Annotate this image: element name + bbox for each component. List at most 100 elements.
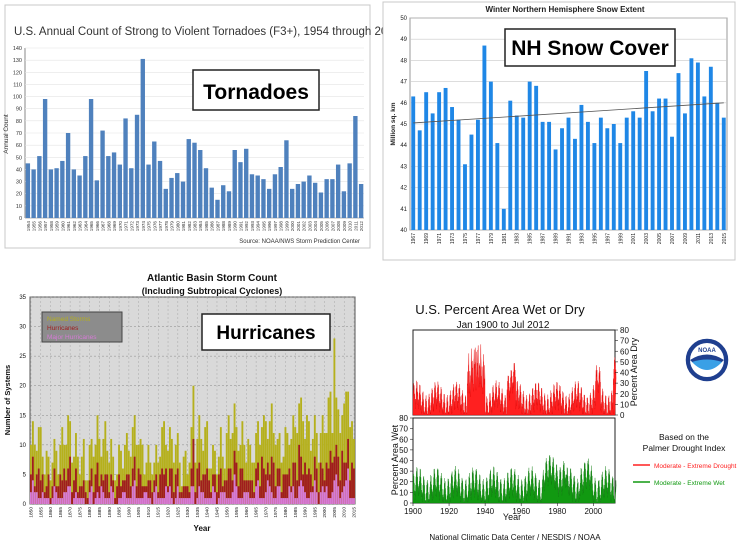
snow-bar [683,113,687,230]
major-hurricane-bar [102,492,105,504]
hurricane-x-tick: 1995 [312,507,318,518]
major-hurricane-bar [257,480,259,504]
hurricane-x-tick: 1970 [263,507,269,518]
named-storm-bar [82,438,85,504]
major-hurricane-bar [39,498,42,504]
wetdry-x-tick: 2000 [584,507,602,516]
tornado-bar [54,168,59,218]
wet-y-tick: 60 [399,435,408,444]
hurricane-bar [80,486,83,504]
wetdry-x-tick: 1980 [548,507,566,516]
hurricane-bar [174,474,177,504]
hurricane-bar [43,492,46,504]
hurricane-x-tick: 2010 [342,507,348,518]
major-hurricane-bar [268,486,271,504]
major-hurricane-bar [237,498,240,504]
snow-bar [670,136,674,230]
major-hurricane-bar [235,486,238,504]
tornado-bar [272,174,278,218]
major-hurricane-bar [78,498,81,504]
tornado-bar [180,181,186,218]
major-hurricane-bar [300,480,303,504]
major-hurricane-bar [290,492,293,504]
named-storm-bar [274,444,277,504]
snow-x-tick: 2003 [644,233,650,244]
hurricane-bar [292,462,295,504]
major-hurricane-bar [53,486,56,504]
major-hurricane-bar [88,492,91,504]
hurricane-bar [202,474,205,504]
snow-bar [437,92,442,230]
major-hurricane-bar [204,498,207,504]
snow-y-tick: 46 [400,101,407,107]
named-storm-bar [188,462,191,504]
major-hurricane-bar [94,498,97,504]
tornado-bar [117,164,122,218]
major-hurricane-bar [262,498,265,504]
snow-bar [573,138,577,230]
noaa-logo-text: NOAA [698,348,716,354]
snow-bar [611,124,616,230]
major-hurricane-bar [57,498,60,504]
tornado-x-tick: 1993 [250,221,255,232]
named-storm-bar [241,421,244,504]
tornado-x-tick: 1994 [256,221,261,232]
named-storm-bar [129,456,132,504]
hurricane-bar [37,468,40,504]
tornado-bar [123,118,128,218]
tornado-bar [88,99,94,218]
major-hurricane-bar [306,498,308,504]
hurricane-bar [259,486,261,504]
snow-bar [417,130,422,230]
major-hurricane-bar [329,498,332,504]
tornado-y-tick: 80 [16,119,22,125]
snow-bar [547,121,552,230]
hurricane-bar [296,480,299,504]
major-hurricane-bar [110,486,113,504]
named-storm-bar [259,444,261,504]
hurricane-bar [94,474,97,504]
hurricane-bar [284,474,287,504]
snow-bar [488,81,493,230]
tornado-x-tick: 1974 [141,221,146,232]
hurricane-chart: Atlantic Basin Storm Count (Including Su… [3,273,358,533]
tornado-badge: Tornadoes [203,81,309,104]
wetdry-x-tick: 1960 [512,507,530,516]
named-storm-bar [243,444,246,504]
snow-x-tick: 2013 [709,233,715,244]
snow-bar [411,96,416,230]
tornado-x-tick: 2011 [353,221,358,231]
hurricane-x-tick: 1960 [244,507,250,518]
hurricane-y-tick: 5 [23,472,27,478]
tornado-x-tick: 1960 [60,221,65,232]
named-storm-bar [178,462,181,504]
tornado-x-tick: 2008 [336,221,341,232]
major-hurricane-bar [67,486,70,504]
hurricane-x-tick: 1880 [87,507,93,518]
named-storm-bar [339,433,342,504]
hurricane-x-tick: 1950 [224,507,230,518]
tornado-bar [83,156,88,218]
tornado-x-tick: 1962 [72,221,77,232]
wetdry-x-tick: 1940 [476,507,494,516]
major-hurricane-bar [45,498,48,504]
wet-y-tick: 30 [399,467,408,476]
hurricane-bar [217,474,220,504]
hurricane-bar [78,486,81,504]
named-storm-bar [262,415,265,504]
named-storm-bar [321,415,324,504]
major-hurricane-bar [145,492,148,504]
tornado-x-tick: 1992 [244,221,249,232]
hurricane-bar [274,486,277,504]
tornado-x-tick: 2001 [296,221,301,232]
named-storm-bar [37,427,40,504]
snow-x-tick: 1995 [592,233,598,244]
hurricane-bar [39,480,42,504]
hurricane-bar [31,456,34,504]
snow-bar [708,66,713,230]
tornado-x-tick: 1955 [32,221,37,232]
tornado-x-tick: 1983 [193,221,198,232]
wet-y-label: Percent Area Wet [390,424,400,495]
major-hurricane-bar [137,498,140,504]
tornado-x-tick: 1996 [267,221,272,232]
